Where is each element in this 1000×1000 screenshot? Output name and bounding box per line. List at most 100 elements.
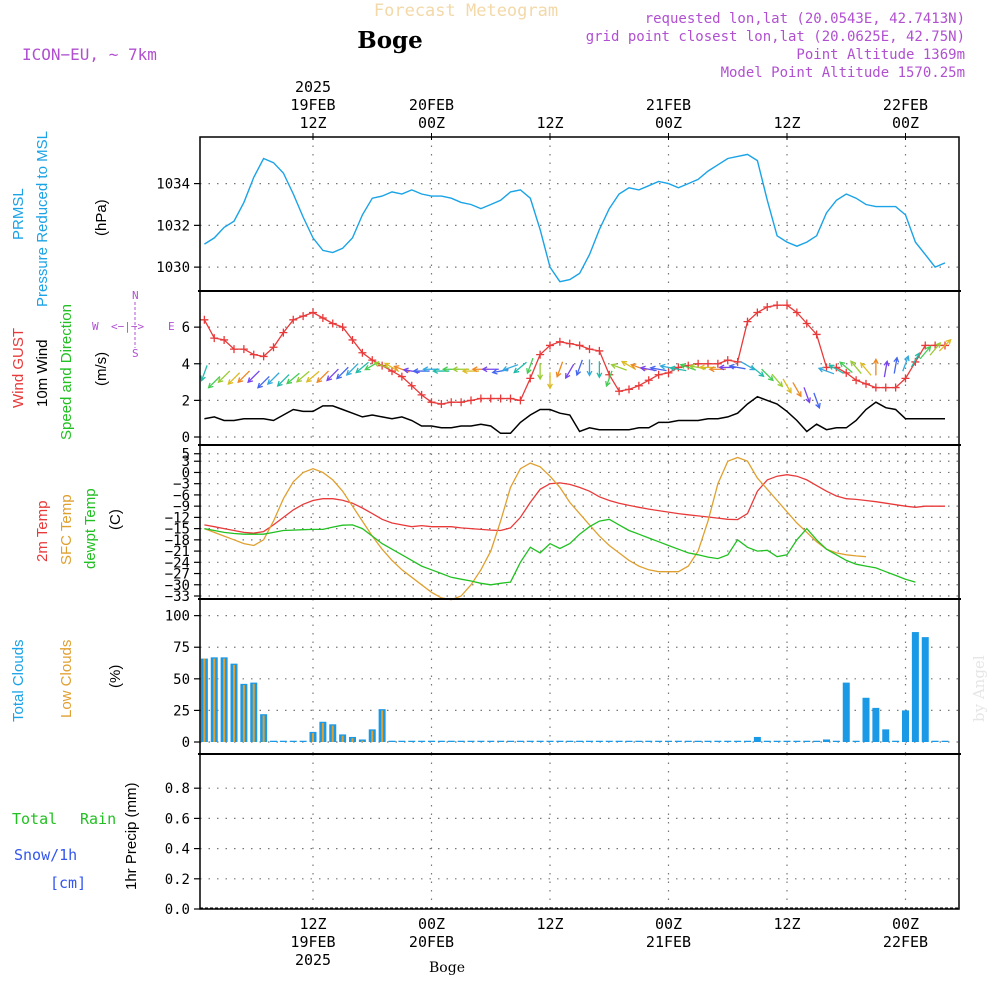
arrow-head bbox=[945, 338, 952, 345]
wind-direction-arrow bbox=[728, 363, 746, 370]
arrow-head bbox=[796, 391, 802, 398]
arrow-shaft bbox=[771, 373, 783, 387]
top-time-label: 00Z bbox=[418, 114, 445, 132]
arrow-head bbox=[708, 366, 715, 373]
bottom-time-label: 12Z bbox=[299, 915, 326, 933]
wind-direction-arrow bbox=[513, 361, 527, 374]
gust-marker bbox=[427, 398, 436, 407]
arrow-head bbox=[336, 373, 342, 380]
arrow-shaft bbox=[611, 364, 627, 371]
total-cloud-bar bbox=[655, 740, 663, 742]
arrow-shaft bbox=[729, 365, 746, 370]
pressure-label-desc: Pressure Reduced to MSL bbox=[34, 131, 51, 307]
pressure-unit: (hPa) bbox=[93, 199, 110, 236]
y-tick-label: −12 bbox=[165, 510, 190, 526]
arrow-shaft bbox=[813, 392, 820, 409]
gust-marker bbox=[200, 315, 209, 324]
arrow-head bbox=[441, 366, 448, 373]
arrow-shaft bbox=[565, 363, 575, 379]
rain-label: Rain bbox=[80, 810, 116, 828]
total-cloud-bar bbox=[447, 740, 455, 742]
arrow-shaft bbox=[839, 361, 853, 374]
arrow-shaft bbox=[326, 368, 339, 381]
wind-direction-arrow bbox=[596, 361, 603, 379]
arrow-head bbox=[422, 366, 429, 373]
wind-direction-arrow bbox=[336, 366, 349, 380]
arrow-head bbox=[904, 354, 910, 362]
pressure-panel bbox=[199, 136, 960, 292]
meteogram-title: Forecast Meteogram bbox=[374, 1, 558, 21]
arrow-shaft bbox=[208, 375, 221, 389]
arrow-shaft bbox=[910, 352, 920, 368]
wind-direction-arrow bbox=[605, 370, 613, 388]
gust-marker bbox=[901, 374, 910, 383]
model-name: ICON−EU, ~ 7km bbox=[22, 45, 157, 64]
gust-marker bbox=[753, 308, 762, 317]
arrow-shaft bbox=[883, 361, 888, 378]
arrow-shaft bbox=[257, 375, 270, 389]
gust-marker bbox=[249, 350, 258, 359]
arrow-shaft bbox=[761, 368, 774, 381]
arrow-head bbox=[364, 364, 371, 371]
wind-direction-arrow bbox=[750, 365, 765, 378]
low-cloud-bar bbox=[262, 715, 265, 742]
arrow-head bbox=[620, 360, 628, 367]
top-time-label: 12Z bbox=[299, 114, 326, 132]
total-cloud-bar bbox=[734, 740, 742, 742]
arrow-shaft bbox=[690, 365, 707, 370]
gust-marker bbox=[615, 387, 624, 396]
arrow-head bbox=[207, 382, 214, 389]
y-tick-label: 0.6 bbox=[165, 811, 190, 827]
y-tick-label: −21 bbox=[165, 544, 190, 560]
total-cloud-bar bbox=[398, 740, 406, 742]
arrow-head bbox=[815, 402, 821, 410]
total-cloud-bar bbox=[872, 707, 880, 742]
wind-direction-arrow bbox=[688, 363, 707, 370]
wind-direction-arrow bbox=[402, 367, 420, 374]
wind-direction-arrow bbox=[910, 351, 921, 368]
arrow-shaft bbox=[902, 356, 909, 372]
gust-marker bbox=[921, 341, 930, 350]
wind-direction-arrow bbox=[295, 370, 310, 383]
low-cloud-bar bbox=[233, 664, 235, 742]
arrow-head bbox=[526, 368, 532, 375]
wind-direction-arrow bbox=[919, 345, 932, 360]
arrow-head bbox=[777, 381, 784, 388]
low-cloud-bar bbox=[361, 740, 364, 742]
gust-marker bbox=[516, 396, 525, 405]
total-cloud-bar bbox=[487, 740, 495, 742]
gust-marker bbox=[862, 379, 870, 388]
clouds-unit: (%) bbox=[107, 665, 124, 688]
gust-marker bbox=[368, 356, 377, 365]
wind-direction-arrow bbox=[817, 366, 835, 375]
bottom-time-label: 00Z bbox=[418, 915, 445, 933]
arrow-head bbox=[828, 364, 835, 370]
total-cloud-bar bbox=[586, 740, 593, 742]
arrow-head bbox=[786, 387, 792, 394]
pressure-line bbox=[204, 153, 946, 283]
low-clouds-label: Low Clouds bbox=[58, 640, 75, 718]
top-time-label: 20FEB bbox=[409, 96, 454, 114]
gust-marker bbox=[407, 381, 416, 390]
wind-direction-arrow bbox=[305, 370, 320, 383]
wind-direction-arrow bbox=[383, 362, 400, 372]
wind-direction-arrow bbox=[276, 374, 290, 387]
arrow-head bbox=[605, 380, 611, 388]
wind-direction-arrow bbox=[537, 363, 544, 381]
arrow-head bbox=[565, 372, 571, 380]
arrow-head bbox=[355, 367, 362, 374]
wind-direction-arrow bbox=[247, 370, 260, 384]
arrow-shaft bbox=[670, 367, 687, 372]
arrow-head bbox=[555, 371, 562, 379]
total-cloud-bar bbox=[536, 740, 544, 742]
gust-marker bbox=[694, 359, 703, 368]
total-cloud-bar bbox=[674, 740, 682, 742]
bottom-time-label: 00Z bbox=[892, 915, 919, 933]
grid-point-coordinates: grid point closest lon,lat (20.0625E, 42… bbox=[586, 29, 965, 45]
low-cloud-bar bbox=[321, 723, 324, 742]
arrow-head bbox=[728, 363, 735, 370]
gust-marker bbox=[773, 301, 782, 310]
low-cloud-bar bbox=[312, 733, 314, 742]
wind-direction-arrow bbox=[565, 363, 575, 380]
top-time-label: 2025 bbox=[295, 78, 331, 96]
